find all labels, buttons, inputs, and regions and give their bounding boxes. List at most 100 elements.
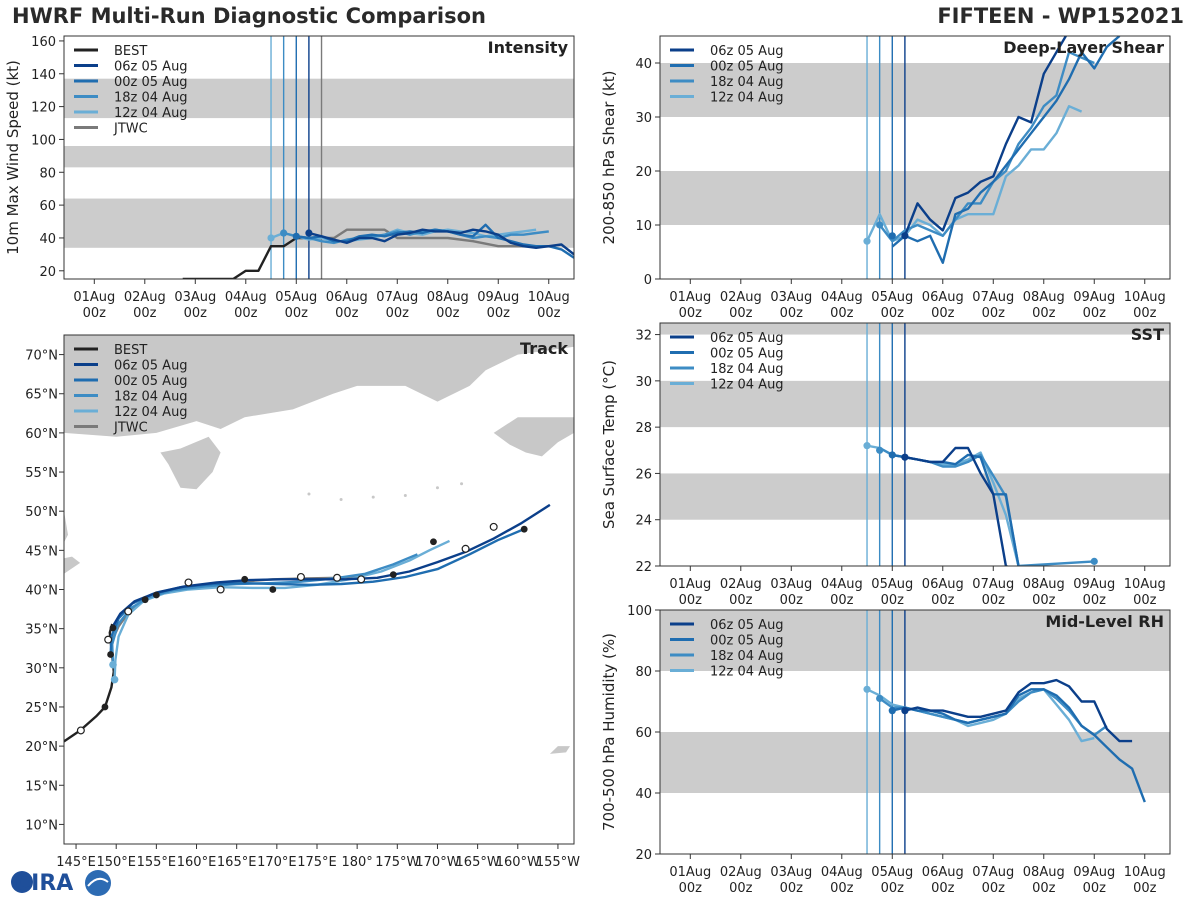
intensity-xtick-label: 00z xyxy=(184,306,208,321)
rh-panel-title: Mid-Level RH xyxy=(1045,612,1164,631)
track-legend-label: JTWC xyxy=(113,421,148,436)
track-xtick-label: 175°E xyxy=(297,855,337,870)
sst-legend-label: 00z 05 Aug xyxy=(710,347,784,362)
track-xtick-label: 170°W xyxy=(415,855,459,870)
shear-xtick-label: 05Aug xyxy=(871,290,913,305)
intensity-panel-title: Intensity xyxy=(488,38,569,57)
track-init-marker-b xyxy=(110,675,119,684)
panel-track: 10°N 15°N 20°N 25°N 30°N 35°N 40°N 45°N 50°N 55°N… xyxy=(25,334,580,870)
rh-band-0 xyxy=(660,732,1170,793)
shear-xtick-label: 02Aug xyxy=(720,290,762,305)
intensity-plot-area xyxy=(64,36,574,279)
land-aleutian-1 xyxy=(371,495,375,499)
sst-band-2 xyxy=(660,323,1170,335)
track-ytick-label: 30°N xyxy=(25,662,58,677)
track-xtick-label: 170°E xyxy=(257,855,297,870)
sst-xtick-label: 05Aug xyxy=(871,577,913,592)
rh-xtick-label: 04Aug xyxy=(821,865,863,880)
intensity-ylabel: 10m Max Wind Speed (kt) xyxy=(4,60,22,255)
sst-xtick-label: 09Aug xyxy=(1073,577,1115,592)
intensity-ytick-label: 100 xyxy=(31,133,56,148)
sst-init-marker-3 xyxy=(901,453,909,461)
track-ytick-label: 35°N xyxy=(25,623,58,638)
rh-xtick-label: 03Aug xyxy=(770,865,812,880)
track-legend-label: 18z 04 Aug xyxy=(114,390,188,405)
shear-legend-label: 00z 05 Aug xyxy=(710,60,784,75)
rh-init-marker-3 xyxy=(901,707,909,715)
track-xtick-label: 160°W xyxy=(496,855,540,870)
land-aleutian-4 xyxy=(435,486,439,490)
track-series-r18z04 xyxy=(111,553,418,664)
land-aleutian-0 xyxy=(403,494,407,498)
shear-xtick-label: 00z xyxy=(729,306,753,321)
track-panel-title: Track xyxy=(520,339,568,358)
sst-ytick-label: 30 xyxy=(635,375,652,390)
sst-xtick-label: 00z xyxy=(679,593,703,608)
track-ytick-label: 50°N xyxy=(25,505,58,520)
track-point-filled-3 xyxy=(141,596,149,604)
sst-legend-label: 12z 04 Aug xyxy=(710,378,784,393)
sst-ytick-label: 32 xyxy=(635,329,652,344)
intensity-ytick-label: 20 xyxy=(39,265,56,280)
figure-title-right: FIFTEEN - WP152021 xyxy=(937,4,1184,28)
track-xtick-label: 180° xyxy=(341,855,372,870)
track-point-filled-0 xyxy=(101,703,109,711)
sst-xtick-label: 00z xyxy=(1032,593,1056,608)
intensity-xtick-label: 00z xyxy=(83,306,107,321)
land-hawaii xyxy=(549,746,570,754)
shear-init-marker-3 xyxy=(901,232,909,240)
track-xtick-label: 150°E xyxy=(96,855,136,870)
rh-xtick-label: 00z xyxy=(1032,881,1056,896)
sst-ytick-label: 28 xyxy=(635,421,652,436)
intensity-frame xyxy=(63,35,575,280)
track-ytick-label: 10°N xyxy=(25,818,58,833)
panel-sst: 22242628303201Aug00z02Aug00z03Aug00z04Au… xyxy=(600,322,1171,608)
track-ytick-label: 40°N xyxy=(25,584,58,599)
intensity-legend-label: 06z 05 Aug xyxy=(114,60,188,75)
sst-ytick-label: 22 xyxy=(635,560,652,575)
sst-xtick-label: 01Aug xyxy=(669,577,711,592)
rh-series-r06z05 xyxy=(904,678,1133,743)
intensity-init-marker-3 xyxy=(305,229,313,237)
intensity-xtick-label: 00z xyxy=(335,306,359,321)
track-ytick-label: 65°N xyxy=(25,388,58,403)
intensity-xtick-label: 07Aug xyxy=(376,290,418,305)
track-xtick-label: 160°E xyxy=(177,855,217,870)
panel-rh: 2040608010001Aug00z02Aug00z03Aug00z04Aug… xyxy=(600,604,1171,896)
rh-xtick-label: 10Aug xyxy=(1124,865,1166,880)
shear-ytick-label: 40 xyxy=(635,57,652,72)
sst-series-r06z05 xyxy=(904,446,1010,566)
sst-ytick-label: 26 xyxy=(635,467,652,482)
intensity-legend-label: BEST xyxy=(114,44,147,59)
shear-xtick-label: 07Aug xyxy=(972,290,1014,305)
intensity-series-r06z05 xyxy=(308,228,574,256)
intensity-init-marker-1 xyxy=(280,229,288,237)
rh-band-1 xyxy=(660,610,1170,671)
track-point-filled-4 xyxy=(241,575,249,583)
track-legend-label: 12z 04 Aug xyxy=(114,405,188,420)
cira-logo-text: CIRA xyxy=(15,871,73,896)
track-xtick-label: 155°W xyxy=(536,855,580,870)
intensity-ytick-label: 160 xyxy=(31,35,56,50)
shear-series-r06z05 xyxy=(903,36,1068,237)
track-point-open-0 xyxy=(76,726,85,735)
shear-band-1 xyxy=(660,63,1170,117)
track-ytick-label: 25°N xyxy=(25,701,58,716)
cira-globe-icon xyxy=(11,871,33,893)
sst-ylabel: Sea Surface Temp (°C) xyxy=(600,360,618,529)
intensity-init-marker-0 xyxy=(267,234,275,242)
shear-ytick-label: 20 xyxy=(635,165,652,180)
rh-xtick-label: 00z xyxy=(982,881,1006,896)
sst-xtick-label: 06Aug xyxy=(922,577,964,592)
intensity-legend-label: 12z 04 Aug xyxy=(114,106,188,121)
shear-xtick-label: 03Aug xyxy=(770,290,812,305)
shear-legend-label: 06z 05 Aug xyxy=(710,44,784,59)
sst-xtick-label: 04Aug xyxy=(821,577,863,592)
shear-panel-title: Deep-Layer Shear xyxy=(1003,38,1164,57)
rh-xtick-label: 00z xyxy=(1083,881,1107,896)
intensity-xtick-label: 00z xyxy=(386,306,410,321)
rh-ytick-label: 100 xyxy=(627,604,652,619)
